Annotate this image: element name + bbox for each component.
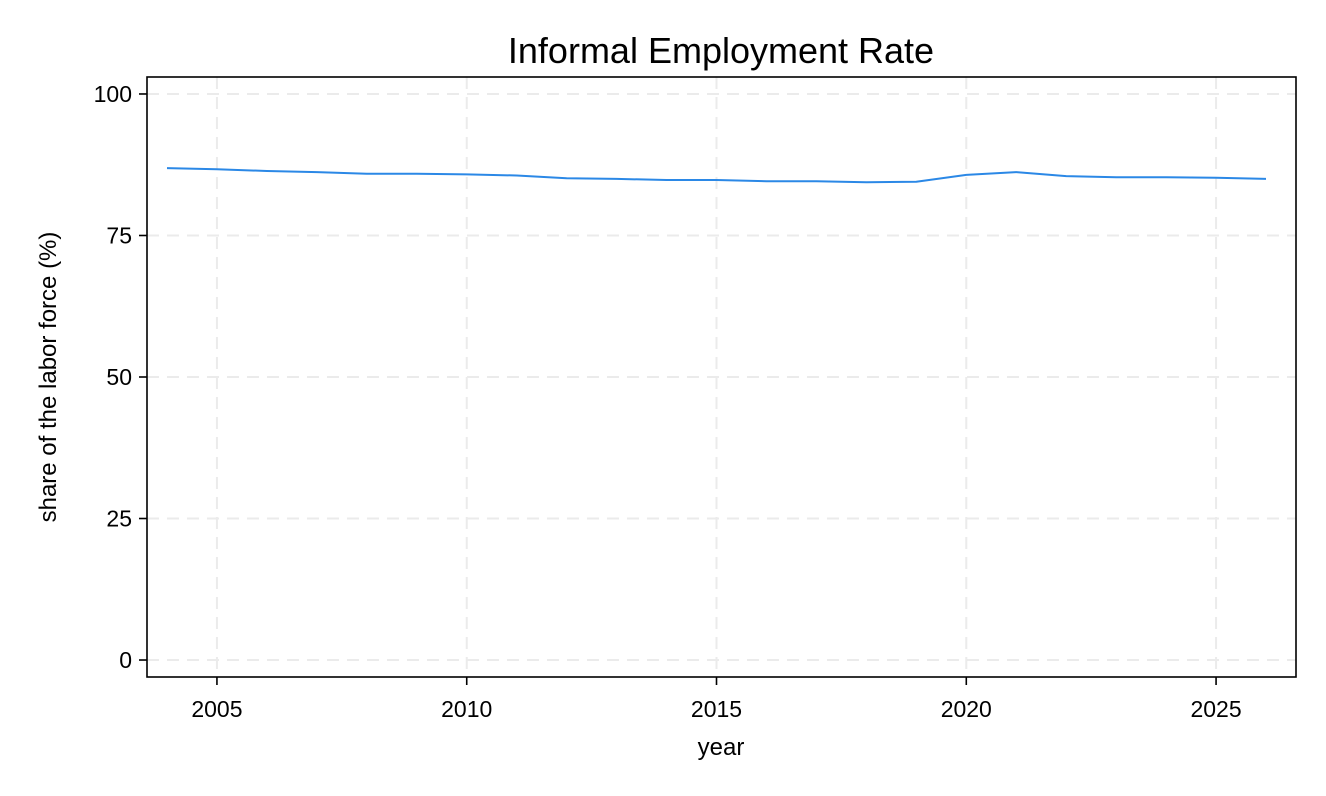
series-layer [166, 167, 1267, 184]
x-tick-label: 2010 [441, 696, 492, 722]
x-tick-label: 2020 [941, 696, 992, 722]
y-tick-label: 0 [119, 647, 132, 673]
x-tick-label: 2005 [191, 696, 242, 722]
y-tick-label: 25 [106, 506, 132, 532]
plot-frame [146, 76, 1297, 678]
chart-title: Informal Employment Rate [508, 30, 934, 71]
grid-lines [147, 77, 1296, 677]
y-tick-label: 100 [94, 81, 132, 107]
axis-ticks: 0 25 50 75 100 2005 2010 2015 2020 2025 [94, 81, 1242, 722]
y-axis-label: share of the labor force (%) [35, 232, 62, 523]
y-tick-label: 50 [106, 364, 132, 390]
series-line [166, 167, 1267, 184]
x-tick-label: 2015 [691, 696, 742, 722]
x-tick-label: 2025 [1190, 696, 1241, 722]
y-tick-label: 75 [106, 222, 132, 248]
x-axis-label: year [698, 734, 745, 761]
